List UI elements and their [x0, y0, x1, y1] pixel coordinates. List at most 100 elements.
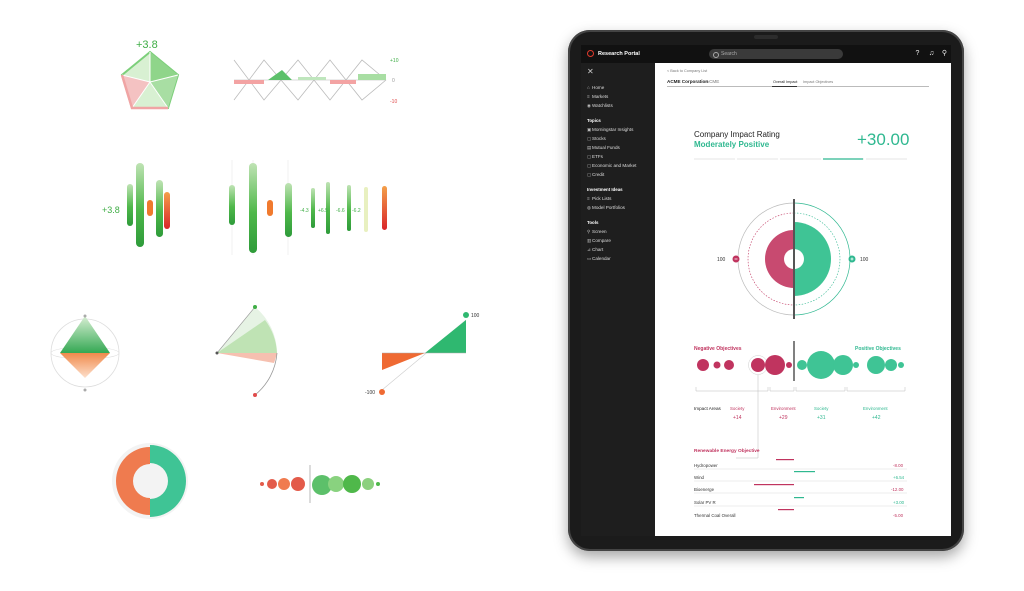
diamond-gauge [50, 314, 120, 392]
help-icon[interactable]: ? [915, 50, 920, 57]
impact-visuals: 100 100 Negative Objectives Positive Obj… [694, 158, 907, 518]
bar-label-4: -6.2 [352, 208, 361, 214]
sidebar-item-home[interactable]: ⌂ Home [587, 85, 605, 90]
sidebar-item-economic[interactable]: ▢Economic and Market [587, 163, 637, 168]
sidebar-item-pick-lists[interactable]: ≡ Pick Lists [587, 196, 612, 201]
impact-areas: Impact Areas Society +14 Environment +29… [694, 375, 906, 459]
sidebar-item-chart[interactable]: ⊿Chart [587, 247, 604, 252]
search-input[interactable]: Search [709, 49, 843, 59]
bar-label-3: -6.6 [336, 208, 345, 214]
header-divider [667, 86, 929, 87]
bar-cluster: +3.8 [102, 163, 170, 247]
tab-impact-objectives[interactable]: Impact Objectives [803, 80, 834, 84]
search-placeholder: Search [721, 51, 737, 57]
gauge-left-value: 100 [717, 257, 726, 263]
sidebar-section-topics: Topics [587, 118, 601, 123]
renewable-value-5: -5.00 [893, 513, 904, 518]
app-screen: Research Portal Search ? ♫ ⚲ ✕ ⌂ Home ≡ Ma… [581, 45, 951, 536]
chart-specimens: +3.8 +10 0 -10 +3.8 -4.3 [50, 39, 480, 519]
renewable-label-1: Hydropower [694, 463, 718, 468]
renewable-title: Renewable Energy Objective [694, 448, 760, 454]
chart-icon: ≡ [587, 94, 590, 99]
economic-icon: ▢ [587, 163, 592, 168]
etf-icon: ▢ [587, 154, 592, 159]
sidebar-item-model-portfolios[interactable]: ◍Model Portfolios [587, 205, 625, 210]
stocks-icon: ▢ [587, 136, 592, 141]
user-icon[interactable]: ⚲ [941, 50, 948, 57]
sidebar-item-insights[interactable]: ▣Morningstar Insights [587, 127, 634, 132]
slope-top-label: 100 [471, 313, 480, 319]
sidebar-item-mutual-funds[interactable]: ▤Mutual Funds [587, 145, 620, 150]
bar-label-1: -4.3 [300, 208, 309, 214]
rating-label: Moderately Positive [694, 140, 770, 149]
eye-icon: ◉ [587, 103, 592, 108]
area-name-3: Society [814, 406, 829, 411]
wave-axis-bottom: -10 [390, 99, 397, 105]
home-icon: ⌂ [587, 85, 590, 90]
company-name: ACME Corporation [667, 79, 709, 84]
impact-gauge: 100 100 [717, 199, 869, 319]
rating-title: Company Impact Rating [694, 130, 780, 139]
compare-icon: ▥ [587, 238, 592, 243]
filter-icon: ⚲ [587, 229, 591, 234]
bell-icon[interactable]: ♫ [928, 50, 935, 57]
renewable-value-2: +6.54 [893, 475, 905, 480]
sidebar-item-screen[interactable]: ⚲ Screen [587, 229, 607, 234]
brand-logo-icon [587, 50, 594, 57]
brand-title: Research Portal [598, 50, 640, 57]
active-tab-indicator [772, 85, 797, 87]
bar-cluster-value: +3.8 [102, 205, 120, 215]
renewable-label-4: Solar PV R [694, 500, 716, 505]
sidebar-item-calendar[interactable]: ▭Calendar [587, 256, 611, 261]
tablet-device: Research Portal Search ? ♫ ⚲ ✕ ⌂ Home ≡ Ma… [568, 30, 964, 551]
wave-axis-mid: 0 [392, 78, 395, 84]
renewable-table: Renewable Energy Objective Hydropower -8… [694, 448, 907, 518]
renewable-label-2: Wind [694, 475, 705, 480]
sidebar-item-markets[interactable]: ≡ Markets [587, 94, 609, 99]
sidebar-item-watchlists[interactable]: ◉Watchlists [587, 103, 613, 108]
gauge-right-value: 100 [860, 257, 869, 263]
chart-icon: ⊿ [587, 247, 591, 252]
renewable-value-4: +3.00 [893, 500, 905, 505]
portfolio-icon: ◍ [587, 205, 592, 210]
sidebar-item-compare[interactable]: ▥Compare [587, 238, 611, 243]
renewable-value-1: -8.00 [893, 463, 904, 468]
credit-icon: ▢ [587, 172, 592, 177]
area-value-1: +14 [733, 415, 742, 421]
funds-icon: ▤ [587, 145, 592, 150]
renewable-value-3: -12.00 [891, 487, 904, 492]
negative-objectives-title: Negative Objectives [694, 346, 742, 352]
sidebar-section-ideas: Investment Ideas [587, 187, 623, 192]
main-content: < Back to Company List ACME Corporation … [655, 63, 951, 536]
close-icon[interactable]: ✕ [587, 67, 594, 76]
list-icon: ≡ [587, 196, 590, 201]
top-bar: Research Portal Search ? ♫ ⚲ [581, 45, 951, 63]
wave-chart: +10 0 -10 [233, 58, 399, 105]
renewable-label-3: Bioenerge [694, 487, 715, 492]
insights-icon: ▣ [587, 127, 592, 132]
camera-bar [754, 35, 778, 39]
split-donut [112, 443, 188, 519]
positive-objectives-title: Positive Objectives [855, 346, 901, 352]
area-value-2: +29 [779, 415, 788, 421]
fan-chart [215, 305, 278, 397]
renewable-label-5: Thermal Coal Overall [694, 513, 736, 518]
calendar-icon: ▭ [587, 256, 592, 261]
sidebar-item-credit[interactable]: ▢Credit [587, 172, 605, 177]
tab-overall-impact[interactable]: Overall Impact [773, 80, 798, 84]
sidebar: ✕ ⌂ Home ≡ Markets ◉Watchlists Topics ▣Mor… [581, 63, 655, 536]
pentagon-radar: +3.8 [120, 39, 180, 110]
sidebar-section-tools: Tools [587, 220, 599, 225]
wave-axis-top: +10 [390, 58, 399, 64]
back-link[interactable]: < Back to Company List [667, 69, 708, 73]
bar-cluster-labeled: -4.3 +6.5 -6.6 -6.2 [229, 160, 387, 255]
slope-bottom-label: -100 [365, 390, 375, 396]
slope-chart: 100 -100 [365, 312, 480, 396]
impact-areas-label: Impact Areas [694, 406, 722, 411]
search-icon [713, 51, 719, 58]
bubble-row [260, 465, 380, 503]
sidebar-item-etfs[interactable]: ▢ETFs [587, 154, 603, 159]
area-value-4: +42 [872, 415, 881, 421]
company-ticker: ACME [706, 79, 720, 84]
sidebar-item-stocks[interactable]: ▢Stocks [587, 136, 606, 141]
